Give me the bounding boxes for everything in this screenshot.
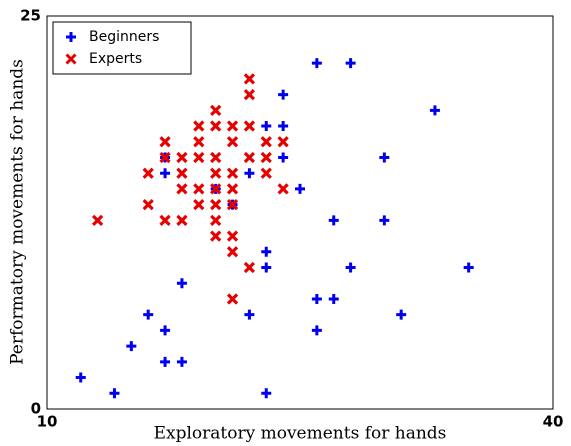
point: [277, 136, 289, 148]
point: [160, 325, 171, 336]
point: [226, 199, 239, 211]
y-tick-label: 25: [20, 7, 41, 25]
point: [261, 246, 272, 257]
point: [160, 356, 171, 367]
point: [210, 183, 222, 195]
point: [193, 136, 205, 148]
x-tick-label: 10: [37, 413, 58, 431]
legend-marker: [65, 53, 77, 65]
point: [210, 230, 222, 242]
point: [75, 372, 86, 383]
point: [176, 356, 187, 367]
point: [278, 121, 289, 132]
point: [193, 199, 205, 211]
x-tick-label: 40: [543, 413, 564, 431]
point: [260, 167, 272, 179]
point: [176, 151, 188, 164]
point: [210, 104, 222, 116]
point: [143, 309, 154, 320]
point: [193, 120, 205, 132]
point: [244, 309, 255, 320]
point: [260, 136, 272, 148]
point: [176, 167, 188, 179]
point: [91, 214, 104, 226]
point: [345, 262, 356, 273]
point: [379, 152, 390, 163]
point: [226, 293, 239, 305]
point: [210, 151, 222, 164]
point: [278, 152, 289, 163]
y-tick-label: 0: [31, 400, 41, 418]
plot-frame: [46, 15, 554, 410]
point: [109, 388, 120, 399]
point: [260, 151, 272, 164]
point: [244, 168, 255, 179]
point: [210, 167, 222, 179]
point: [193, 183, 205, 195]
point: [193, 151, 205, 164]
point: [311, 58, 322, 69]
point: [261, 121, 272, 132]
point: [295, 183, 305, 194]
y-axis-label: Performatory movements for hands: [8, 59, 28, 365]
point: [243, 151, 256, 164]
point: [176, 278, 187, 289]
legend-marker: [66, 32, 76, 42]
point: [226, 230, 239, 242]
point: [379, 215, 390, 226]
point: [226, 246, 239, 258]
point: [160, 168, 171, 179]
point: [463, 262, 474, 273]
point: [311, 325, 322, 336]
legend-label: Beginners: [89, 29, 159, 45]
point: [243, 88, 256, 101]
point: [226, 183, 239, 195]
point: [345, 58, 356, 69]
point: [176, 183, 188, 195]
point: [210, 199, 222, 211]
point: [328, 215, 339, 226]
point: [142, 199, 154, 211]
point: [243, 73, 256, 85]
point: [210, 120, 222, 132]
legend-label: Experts: [89, 51, 142, 67]
point: [159, 151, 171, 164]
point: [396, 309, 407, 320]
point: [243, 120, 256, 132]
point: [328, 293, 339, 304]
point: [429, 105, 440, 116]
point: [261, 388, 272, 399]
x-axis-label: Exploratory movements for hands: [154, 424, 447, 444]
point: [159, 214, 171, 226]
point: [226, 167, 239, 179]
point: [243, 261, 256, 274]
point: [261, 262, 272, 273]
point: [278, 89, 289, 100]
point: [226, 120, 239, 132]
point: [159, 136, 171, 148]
legend-box: [52, 21, 192, 75]
point: [226, 136, 239, 148]
point: [142, 167, 154, 179]
point: [311, 293, 322, 304]
point: [176, 214, 188, 226]
point: [277, 183, 289, 195]
point: [126, 341, 137, 352]
point: [210, 214, 222, 226]
